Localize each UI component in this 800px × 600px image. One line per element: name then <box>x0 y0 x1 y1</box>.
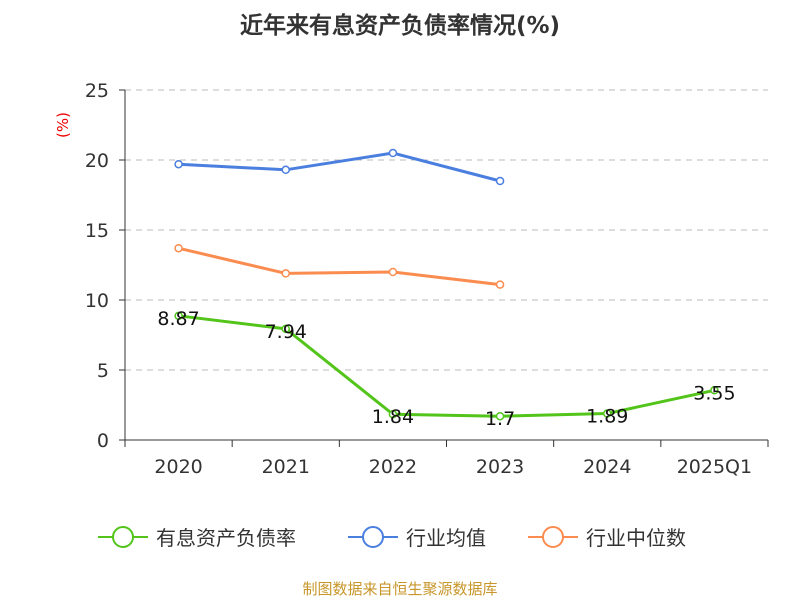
data-point <box>710 386 719 395</box>
data-point <box>174 243 183 253</box>
legend-label: 行业中位数 <box>586 526 686 550</box>
legend-marker <box>542 526 564 548</box>
data-label: 1.7 <box>485 408 515 430</box>
source-note: 制图数据来自恒生聚源数据库 <box>302 580 497 598</box>
y-tick-label: 20 <box>85 150 109 172</box>
x-tick-label: 2022 <box>369 456 417 478</box>
data-point <box>495 176 505 186</box>
data-point <box>174 159 183 169</box>
data-label: 3.55 <box>693 382 735 404</box>
x-tick-label: 2025Q1 <box>677 456 752 478</box>
y-tick-label: 15 <box>85 220 109 242</box>
y-tick-label: 10 <box>85 290 109 312</box>
data-point <box>495 280 505 289</box>
x-tick-label: 2024 <box>583 456 631 478</box>
legend-marker <box>362 526 384 548</box>
series-line <box>178 314 715 418</box>
series-line <box>178 246 501 287</box>
data-point <box>603 409 612 418</box>
y-tick-label: 25 <box>85 80 109 102</box>
data-point <box>174 311 183 321</box>
chart-title: 近年来有息资产负债率情况(%) <box>240 12 560 39</box>
data-point <box>281 324 290 334</box>
x-tick-label: 2020 <box>154 456 202 478</box>
data-point <box>388 148 398 158</box>
data-point <box>281 165 290 175</box>
data-point <box>495 411 505 421</box>
data-label: 1.89 <box>586 406 628 428</box>
data-label: 1.84 <box>372 406 414 428</box>
y-axis-label: (%) <box>54 112 72 138</box>
x-tick-label: 2023 <box>476 456 524 478</box>
y-tick-label: 0 <box>97 430 109 452</box>
data-point <box>388 409 398 419</box>
data-point <box>388 267 398 277</box>
legend-label: 行业均值 <box>406 526 486 550</box>
legend-label: 有息资产负债率 <box>156 526 296 550</box>
series-line <box>178 151 501 183</box>
y-tick-label: 5 <box>97 360 109 382</box>
data-label: 8.87 <box>157 308 199 330</box>
x-tick-label: 2021 <box>262 456 310 478</box>
data-point <box>281 269 290 278</box>
data-label: 7.94 <box>265 321 307 343</box>
legend-marker <box>112 526 134 548</box>
